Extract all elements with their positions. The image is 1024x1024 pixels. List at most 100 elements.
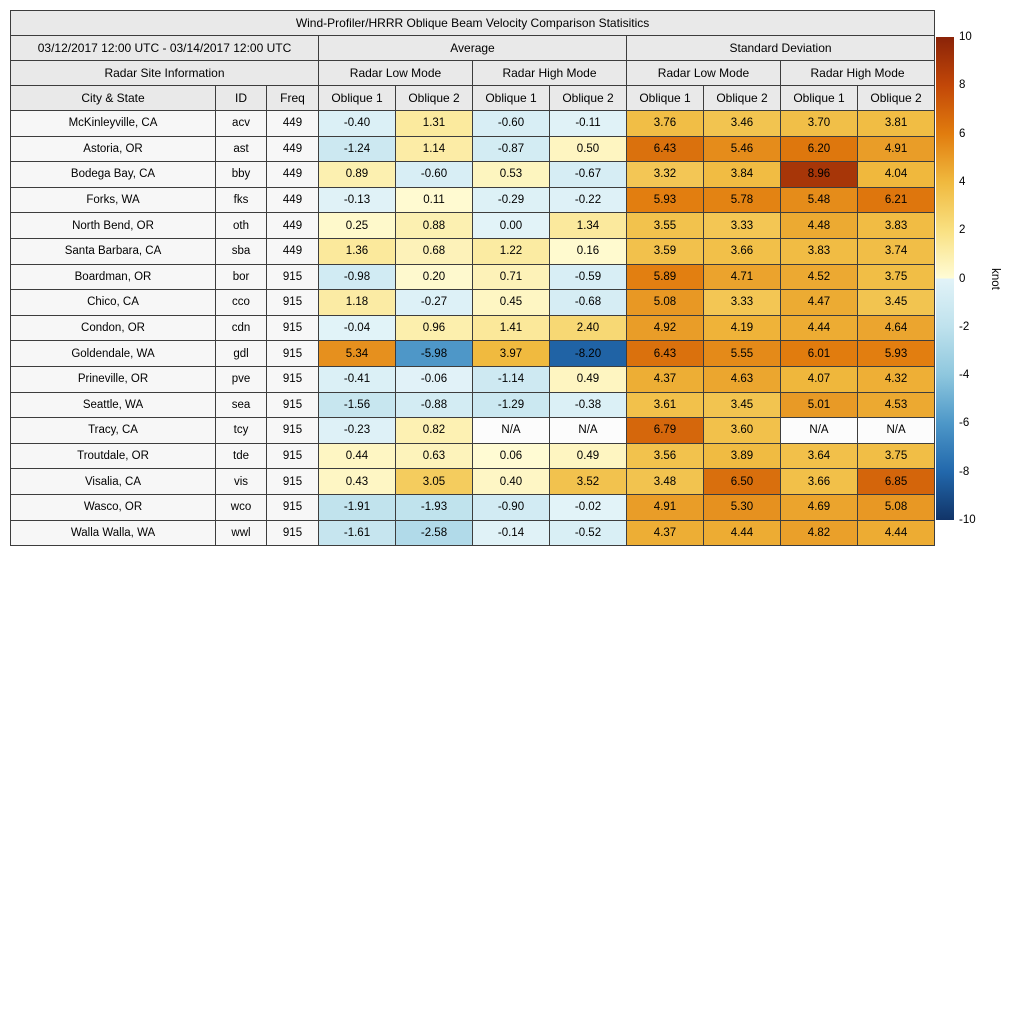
- cell-id: sba: [215, 237, 267, 265]
- cell-value: 3.33: [703, 212, 781, 239]
- cell-value: 6.21: [856, 186, 936, 214]
- cell-value: 3.75: [856, 442, 936, 470]
- cell-value: 4.82: [780, 519, 858, 547]
- cell-value: 5.89: [626, 263, 704, 291]
- oblique1-header: Oblique 1: [472, 85, 550, 111]
- cell-value: 5.93: [626, 186, 704, 214]
- cell-freq: 915: [266, 365, 319, 393]
- cell-value: -1.56: [318, 391, 396, 419]
- table-row: Forks, WA fks 449 -0.13 0.11 -0.29 -0.22 5.93 5.…: [10, 186, 936, 214]
- cell-value: 6.43: [626, 135, 704, 163]
- cell-value: 6.43: [626, 340, 704, 367]
- cell-value: 0.88: [395, 212, 473, 239]
- cell-value: 0.49: [549, 442, 627, 470]
- std-high-mode-label: Radar High Mode: [779, 60, 936, 86]
- cell-city: Tracy, CA: [10, 417, 216, 444]
- cell-value: -0.13: [318, 186, 396, 214]
- cell-value: 1.41: [472, 314, 550, 342]
- cell-value: 0.49: [549, 365, 627, 393]
- table-row: Condon, OR cdn 915 -0.04 0.96 1.41 2.40 4.92 4.1…: [10, 314, 936, 342]
- table-body: McKinleyville, CA acv 449 -0.40 1.31 -0.60 -0.…: [10, 110, 936, 547]
- cell-value: 5.93: [856, 340, 936, 367]
- table-row: Chico, CA cco 915 1.18 -0.27 0.45 -0.68 5.08 3.3…: [10, 289, 936, 316]
- cell-value: 3.59: [626, 237, 704, 265]
- cell-value: 3.76: [626, 110, 704, 137]
- cell-value: 3.61: [626, 391, 704, 419]
- cell-freq: 449: [266, 186, 319, 214]
- cell-value: 0.53: [472, 161, 550, 188]
- cell-freq: 449: [266, 161, 319, 188]
- cell-value: 3.52: [549, 468, 627, 495]
- cell-value: 6.50: [703, 468, 781, 495]
- cell-freq: 449: [266, 237, 319, 265]
- colorbar-tick-label: -4: [959, 369, 970, 382]
- cell-city: Seattle, WA: [10, 391, 216, 419]
- cell-value: 6.79: [626, 417, 704, 444]
- cell-value: 3.46: [703, 110, 781, 137]
- cell-value: -2.58: [395, 519, 473, 547]
- cell-value: 6.20: [780, 135, 858, 163]
- cell-value: -0.90: [472, 493, 550, 521]
- cell-value: -0.98: [318, 263, 396, 291]
- table-row: McKinleyville, CA acv 449 -0.40 1.31 -0.60 -0.…: [10, 110, 936, 137]
- cell-value: -0.14: [472, 519, 550, 547]
- oblique2-header: Oblique 2: [856, 85, 936, 111]
- cell-value: 3.48: [626, 468, 704, 495]
- cell-value: -0.40: [318, 110, 396, 137]
- cell-freq: 449: [266, 135, 319, 163]
- cell-value: 0.06: [472, 442, 550, 470]
- colorbar-tick-label: 0: [959, 272, 966, 285]
- cell-value: 3.70: [780, 110, 858, 137]
- cell-value: 3.56: [626, 442, 704, 470]
- cell-id: cdn: [215, 314, 267, 342]
- cell-value: -1.61: [318, 519, 396, 547]
- cell-value: 5.08: [856, 493, 936, 521]
- cell-value: 2.40: [549, 314, 627, 342]
- cell-value: N/A: [549, 417, 627, 444]
- cell-value: 3.74: [856, 237, 936, 265]
- cell-city: Goldendale, WA: [10, 340, 216, 367]
- cell-value: 5.78: [703, 186, 781, 214]
- cell-value: -1.24: [318, 135, 396, 163]
- cell-freq: 915: [266, 263, 319, 291]
- cell-id: gdl: [215, 340, 267, 367]
- cell-freq: 915: [266, 417, 319, 444]
- cell-value: 0.63: [395, 442, 473, 470]
- cell-id: tde: [215, 442, 267, 470]
- table-row: Boardman, OR bor 915 -0.98 0.20 0.71 -0.59 5.89…: [10, 263, 936, 291]
- table-row: Seattle, WA sea 915 -1.56 -0.88 -1.29 -0.38 3.6…: [10, 391, 936, 419]
- cell-value: 3.83: [780, 237, 858, 265]
- cell-value: 3.45: [856, 289, 936, 316]
- cell-id: fks: [215, 186, 267, 214]
- table-row: Troutdale, OR tde 915 0.44 0.63 0.06 0.49 3.56 3…: [10, 442, 936, 470]
- colorbar: 10 8 6 4 2 0 -2 -4 -6 -8 -10 knot: [936, 31, 1024, 526]
- cell-value: 4.91: [856, 135, 936, 163]
- cell-value: -0.11: [549, 110, 627, 137]
- cell-value: 0.82: [395, 417, 473, 444]
- cell-value: 6.01: [780, 340, 858, 367]
- cell-value: 0.25: [318, 212, 396, 239]
- table-row: Tracy, CA tcy 915 -0.23 0.82 N/A N/A 6.79 3.60 N/…: [10, 417, 936, 444]
- cell-value: 3.05: [395, 468, 473, 495]
- cell-id: wwl: [215, 519, 267, 547]
- cell-city: Wasco, OR: [10, 493, 216, 521]
- cell-value: 1.31: [395, 110, 473, 137]
- std-low-mode-label: Radar Low Mode: [626, 60, 781, 86]
- column-header-row: City & State ID Freq Oblique 1 Oblique 2…: [10, 85, 936, 111]
- cell-value: 5.08: [626, 289, 704, 316]
- oblique2-header: Oblique 2: [703, 85, 781, 111]
- cell-value: 4.32: [856, 365, 936, 393]
- city-state-header: City & State: [10, 85, 216, 111]
- cell-value: 4.44: [703, 519, 781, 547]
- table-row: Walla Walla, WA wwl 915 -1.61 -2.58 -0.14 -0.5…: [10, 519, 936, 547]
- table-row: Goldendale, WA gdl 915 5.34 -5.98 3.97 -8.20 6.…: [10, 340, 936, 367]
- cell-value: 1.18: [318, 289, 396, 316]
- cell-value: 1.34: [549, 212, 627, 239]
- table-row: Wasco, OR wco 915 -1.91 -1.93 -0.90 -0.02 4.91 5…: [10, 493, 936, 521]
- cell-id: bor: [215, 263, 267, 291]
- colorbar-tick-label: 4: [959, 175, 966, 188]
- colorbar-tick-label: -8: [959, 465, 970, 478]
- cell-value: 3.97: [472, 340, 550, 367]
- cell-value: 3.81: [856, 110, 936, 137]
- cell-value: 0.00: [472, 212, 550, 239]
